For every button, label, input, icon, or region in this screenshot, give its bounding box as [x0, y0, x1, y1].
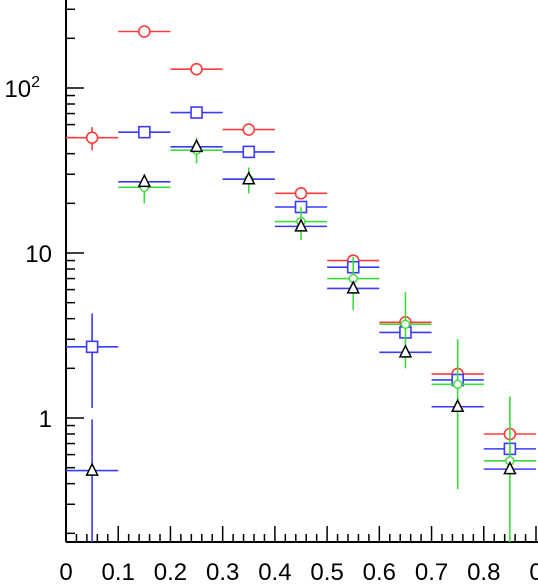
data-point [190, 62, 203, 76]
data-point [450, 398, 465, 412]
series-1 [66, 106, 536, 456]
x-tick-label: 0.2 [154, 559, 187, 586]
data-point [400, 319, 411, 329]
data-point [190, 106, 203, 119]
data-point [85, 340, 99, 354]
data-point [85, 131, 99, 144]
y-tick-label: 10 [25, 241, 52, 268]
chart-marks [66, 25, 536, 542]
data-point [294, 187, 308, 200]
x-tick-label: 0.5 [310, 559, 343, 586]
data-point [242, 123, 256, 136]
chart-axes [65, 0, 538, 543]
x-tick-label: 0 [529, 559, 538, 586]
data-point [346, 280, 360, 294]
x-tick-label: 0.8 [467, 559, 500, 586]
data-point [398, 344, 413, 358]
data-point [242, 145, 256, 159]
data-point [294, 218, 308, 232]
x-tick-label: 0.3 [206, 559, 239, 586]
series-2 [118, 137, 536, 542]
y-tick-label: 1 [39, 406, 52, 433]
data-point [138, 125, 151, 139]
x-tick-label: 0 [59, 559, 72, 586]
x-tick-label: 0.4 [258, 559, 291, 586]
data-point [137, 173, 152, 188]
x-tick-label: 0.6 [363, 559, 396, 586]
x-tick-label: 0.7 [415, 559, 448, 586]
data-point [189, 138, 204, 153]
y-tick-label: 102 [4, 74, 40, 103]
data-point [452, 379, 463, 390]
data-point [242, 171, 256, 185]
data-point [138, 25, 151, 38]
x-tick-label: 0.1 [102, 559, 135, 586]
data-point [503, 460, 517, 475]
series-3 [66, 138, 536, 542]
data-point [85, 462, 99, 476]
chart-tick-labels: 0 0.1 0.2 0.3 0.4 0.5 0.6 0.7 0.8 0 1 10 102 [4, 74, 538, 586]
